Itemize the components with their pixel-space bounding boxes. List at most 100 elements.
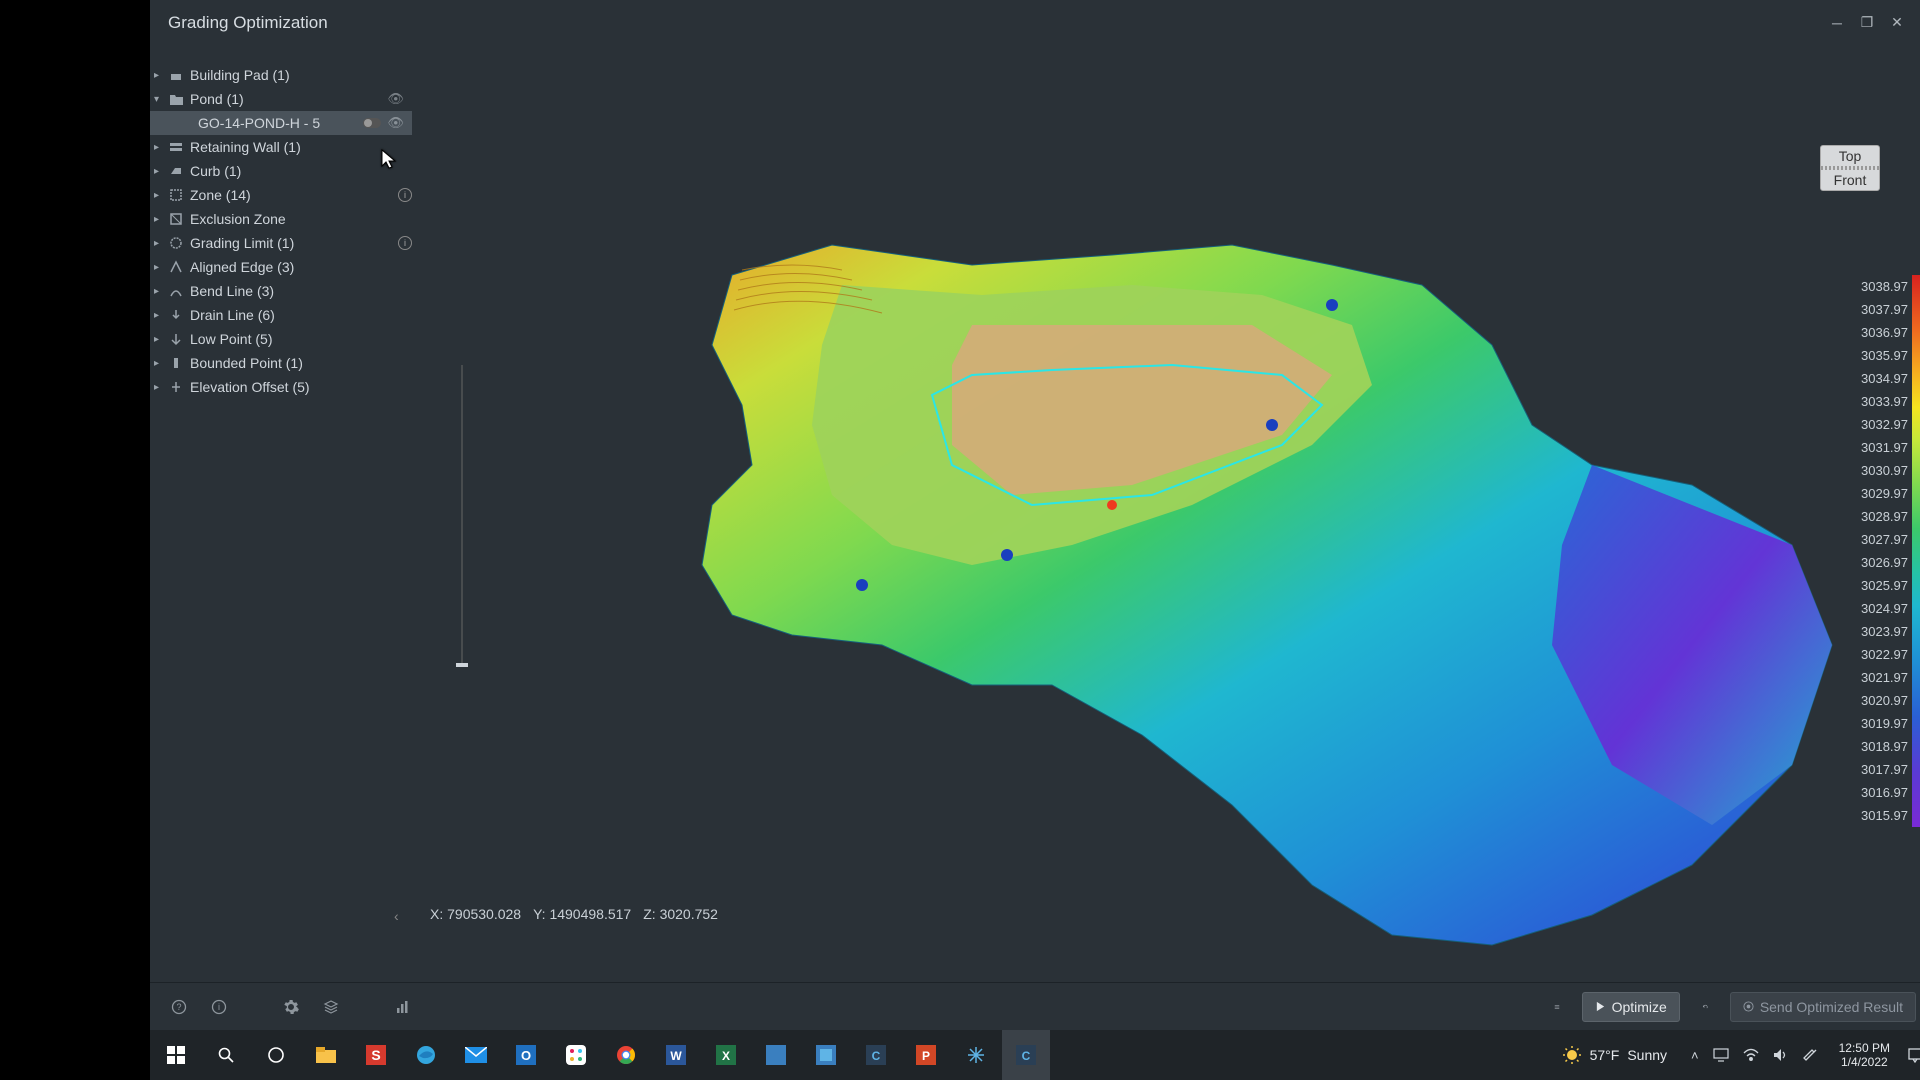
legend-value: 3031.97 xyxy=(1861,436,1908,459)
tree-item-7[interactable]: ▸Grading Limit (1)i xyxy=(150,231,412,255)
visibility-toggle[interactable] xyxy=(363,118,381,128)
info-icon[interactable]: i xyxy=(204,992,234,1022)
svg-text:?: ? xyxy=(176,1002,181,1012)
settings-icon[interactable] xyxy=(276,992,306,1022)
monitor-icon[interactable] xyxy=(1713,1048,1729,1062)
coordinate-readout: X: 790530.028 Y: 1490498.517 Z: 3020.752 xyxy=(430,906,718,922)
tree-type-icon xyxy=(168,139,184,155)
tree-caret-icon[interactable]: ▸ xyxy=(154,310,162,321)
wifi-icon[interactable] xyxy=(1743,1048,1759,1062)
tree-item-8[interactable]: ▸Aligned Edge (3) xyxy=(150,255,412,279)
view-cube[interactable]: Top Front xyxy=(1820,145,1880,191)
info-icon[interactable]: i xyxy=(398,188,412,202)
tree-caret-icon[interactable]: ▸ xyxy=(154,166,162,177)
legend-value: 3016.97 xyxy=(1861,781,1908,804)
tree-caret-icon[interactable]: ▸ xyxy=(154,238,162,249)
legend-value: 3026.97 xyxy=(1861,551,1908,574)
tree-item-label: Bend Line (3) xyxy=(190,283,412,299)
tree-caret-icon[interactable]: ▾ xyxy=(154,94,162,105)
visibility-off-icon[interactable]: 👁 xyxy=(387,91,404,107)
civil3d-icon-2[interactable]: C xyxy=(1002,1030,1050,1080)
snagit-icon[interactable]: S xyxy=(352,1030,400,1080)
menu-icon[interactable] xyxy=(1542,992,1572,1022)
tree-item-6[interactable]: ▸Exclusion Zone xyxy=(150,207,412,231)
legend-value: 3017.97 xyxy=(1861,758,1908,781)
stats-icon[interactable] xyxy=(388,992,418,1022)
undo-icon[interactable] xyxy=(1690,992,1720,1022)
chrome-icon[interactable] xyxy=(602,1030,650,1080)
tree-caret-icon[interactable]: ▸ xyxy=(154,382,162,393)
maximize-button[interactable]: ❐ xyxy=(1852,8,1882,38)
collapse-sidebar-arrow[interactable]: ‹ xyxy=(394,908,399,924)
tree-caret-icon[interactable]: ▸ xyxy=(154,142,162,153)
viewcube-top[interactable]: Top xyxy=(1821,146,1879,166)
tree-item-12[interactable]: ▸ Bounded Point (1) xyxy=(150,351,412,375)
tree-caret-icon[interactable]: ▸ xyxy=(154,286,162,297)
tree-item-3[interactable]: ▸ Retaining Wall (1) xyxy=(150,135,412,159)
visibility-off-icon[interactable]: 👁 xyxy=(387,115,404,131)
tree-caret-icon[interactable]: ▸ xyxy=(154,262,162,273)
tree-item-label: Bounded Point (1) xyxy=(190,355,412,371)
app-icon-2[interactable] xyxy=(802,1030,850,1080)
legend-value: 3024.97 xyxy=(1861,597,1908,620)
tree-type-icon xyxy=(168,211,184,227)
viewcube-front[interactable]: Front xyxy=(1821,170,1879,190)
powerpoint-icon[interactable]: P xyxy=(902,1030,950,1080)
legend-value: 3022.97 xyxy=(1861,643,1908,666)
tray-chevron-icon[interactable]: ˄ xyxy=(1691,1048,1699,1063)
tree-item-0[interactable]: ▸Building Pad (1) xyxy=(150,63,412,87)
tree-item-9[interactable]: ▸ Bend Line (3) xyxy=(150,279,412,303)
tree-type-icon xyxy=(168,187,184,203)
civil3d-icon-1[interactable]: C xyxy=(852,1030,900,1080)
tree-caret-icon[interactable]: ▸ xyxy=(154,334,162,345)
app-icon-1[interactable] xyxy=(752,1030,800,1080)
layers-icon[interactable] xyxy=(316,992,346,1022)
tree-item-11[interactable]: ▸Low Point (5) xyxy=(150,327,412,351)
tree-item-4[interactable]: ▸Curb (1) xyxy=(150,159,412,183)
svg-text:P: P xyxy=(922,1049,930,1063)
tree-type-icon xyxy=(168,379,184,395)
info-icon[interactable]: i xyxy=(398,236,412,250)
mail-icon[interactable] xyxy=(452,1030,500,1080)
weather-widget[interactable]: 57°F Sunny xyxy=(1562,1045,1679,1065)
snowflake-icon[interactable] xyxy=(952,1030,1000,1080)
legend-value: 3025.97 xyxy=(1861,574,1908,597)
tree-item-13[interactable]: ▸Elevation Offset (5) xyxy=(150,375,412,399)
cortana-icon[interactable] xyxy=(252,1030,300,1080)
tree-caret-icon[interactable]: ▸ xyxy=(154,190,162,201)
outlook-icon[interactable]: O xyxy=(502,1030,550,1080)
tree-item-label: Retaining Wall (1) xyxy=(190,139,412,155)
help-icon[interactable]: ? xyxy=(164,992,194,1022)
tree-caret-icon[interactable]: ▸ xyxy=(154,358,162,369)
tree-item-10[interactable]: ▸Drain Line (6) xyxy=(150,303,412,327)
bottom-toolbar: ? i Optimize Send Optimized Result xyxy=(150,982,1920,1030)
slack-icon[interactable] xyxy=(552,1030,600,1080)
tree-type-icon xyxy=(168,259,184,275)
file-explorer-icon[interactable] xyxy=(302,1030,350,1080)
excel-icon[interactable]: X xyxy=(702,1030,750,1080)
tree-type-icon xyxy=(168,355,184,371)
search-icon[interactable] xyxy=(202,1030,250,1080)
volume-icon[interactable] xyxy=(1773,1048,1789,1062)
start-button[interactable] xyxy=(152,1030,200,1080)
tree-item-5[interactable]: ▸Zone (14)i xyxy=(150,183,412,207)
tree-item-1[interactable]: ▾Pond (1)👁 xyxy=(150,87,412,111)
viewport-3d[interactable]: Top Front 3038.973037.973036.973035.9730… xyxy=(412,45,1920,982)
edge-icon[interactable] xyxy=(402,1030,450,1080)
tree-caret-icon[interactable]: ▸ xyxy=(154,214,162,225)
system-tray[interactable]: ˄ xyxy=(1679,1047,1829,1063)
taskbar-clock[interactable]: 12:50 PM 1/4/2022 xyxy=(1829,1041,1900,1069)
optimize-button[interactable]: Optimize xyxy=(1582,992,1680,1022)
legend-value: 3015.97 xyxy=(1861,804,1908,827)
tree-item-2[interactable]: GO-14-POND-H - 5👁 xyxy=(150,111,412,135)
word-icon[interactable]: W xyxy=(652,1030,700,1080)
close-button[interactable]: ✕ xyxy=(1882,8,1912,38)
send-optimized-result-button[interactable]: Send Optimized Result xyxy=(1730,992,1916,1022)
tree-caret-icon[interactable]: ▸ xyxy=(154,70,162,81)
notifications-icon[interactable] xyxy=(1900,1030,1920,1080)
minimize-button[interactable]: ─ xyxy=(1822,8,1852,38)
legend-value: 3038.97 xyxy=(1861,275,1908,298)
svg-text:i: i xyxy=(218,1002,220,1012)
pen-icon[interactable] xyxy=(1803,1047,1817,1063)
tree-type-icon xyxy=(168,91,184,107)
